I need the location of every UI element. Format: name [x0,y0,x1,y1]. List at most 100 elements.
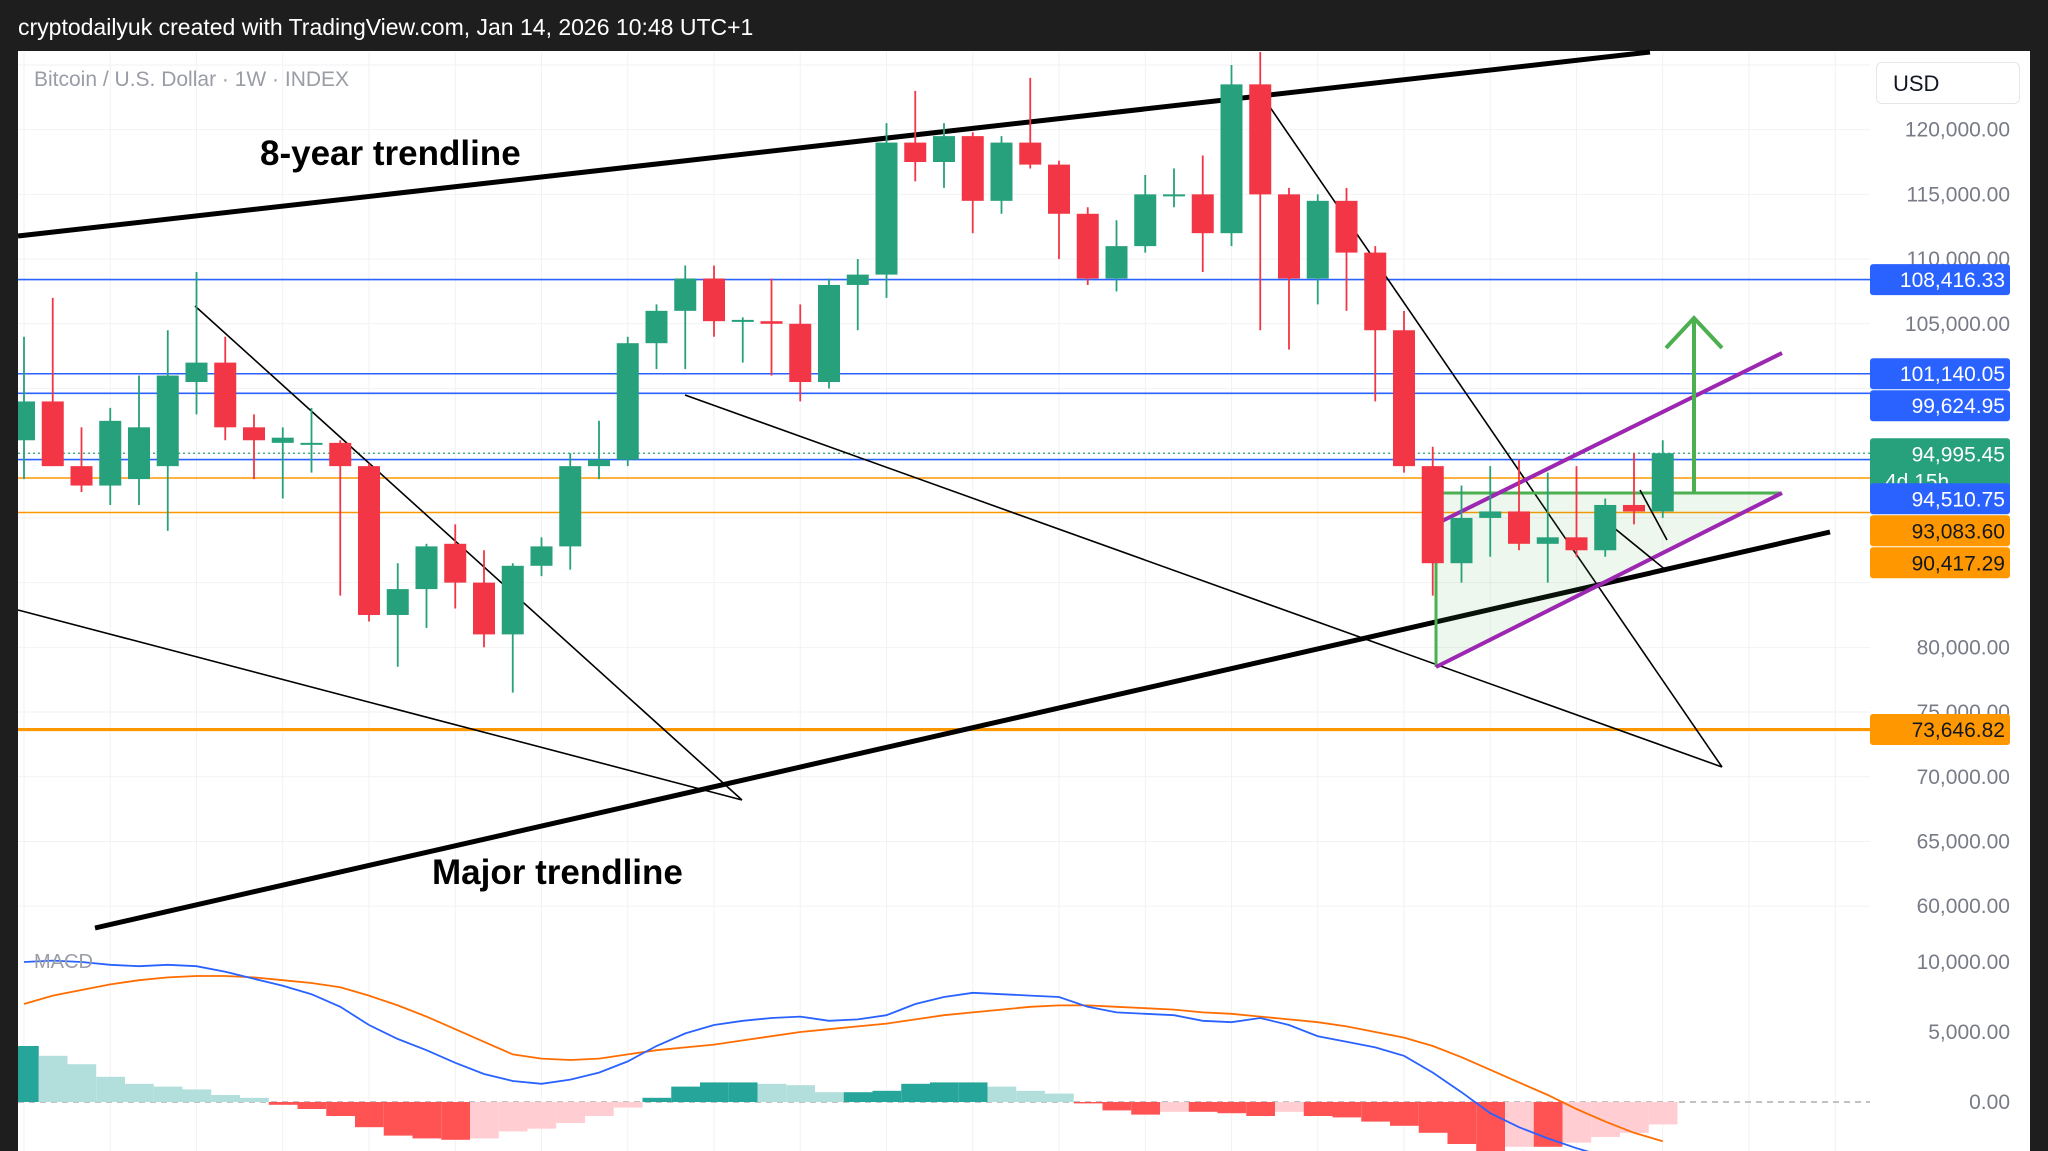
macd-histogram-bar [1533,1102,1563,1147]
macd-tick-label: 0.00 [1969,1091,2010,1114]
candle [645,304,668,370]
candle-body [616,343,639,460]
macd-histogram-bar [527,1102,557,1129]
badge-value: 101,140.05 [1900,363,2005,386]
macd-histogram-bar [1332,1102,1362,1118]
macd-histogram-bar [930,1082,959,1102]
candle [70,427,93,493]
badge-bg [1870,515,2010,547]
macd-histogram-bar [412,1102,442,1139]
macd-histogram-bar [498,1102,528,1132]
candle [41,297,64,467]
candle [185,272,208,415]
candle-body [1623,504,1645,512]
macd-histogram-bar [1476,1102,1505,1151]
macd-histogram-bar [613,1102,643,1108]
wedge-upper-line [194,305,743,801]
candle [444,524,467,609]
candle-body [1278,194,1300,279]
price-tick-label: 70,000.00 [1917,766,2010,789]
candle-body [415,546,438,590]
candle [1594,498,1617,557]
macd-histogram-bar [642,1097,672,1102]
macd-histogram-bar [470,1102,499,1139]
macd-histogram-bar [556,1102,585,1123]
macd-histogram-bar [182,1089,212,1102]
candle [818,278,840,389]
drawings [17,49,1831,931]
candle-body [1364,252,1387,331]
candle [1651,440,1674,518]
macd-histogram-bar [297,1102,327,1109]
candle-body [128,427,150,480]
candle-body [185,362,208,383]
macd-histogram-bar [1620,1102,1649,1133]
candle-body [674,278,697,311]
candle-body [1335,200,1358,253]
macd-label: MACD [34,951,93,973]
candle [990,136,1013,214]
candle [128,375,150,505]
macd-histogram-bar [987,1086,1017,1102]
price-badge: 73,646.82 [1870,714,2010,746]
macd-histogram-bar [1591,1102,1620,1137]
badge-value: 73,646.82 [1912,719,2005,742]
candle [99,407,122,505]
candle-body [1565,537,1588,551]
candle [674,265,697,370]
candle-body [760,321,783,324]
badge-bg [1870,390,2010,422]
candle-body [846,274,869,285]
badge-bg [1870,547,2010,579]
candle-body [386,589,409,615]
macd-histogram-bar [1016,1090,1045,1102]
candle [1536,472,1559,583]
macd-histogram-bar [958,1082,988,1102]
candle-body [214,362,237,428]
badge-bg [1870,438,2010,497]
candle [1335,187,1358,311]
candle-body [990,142,1013,201]
candle-body [13,401,35,441]
candle-body [1163,194,1185,197]
candle [1508,459,1530,551]
badge-value: 90,417.29 [1912,552,2005,575]
candle [703,265,725,337]
macd-histogram-bar [153,1086,183,1102]
candle-body [473,582,495,635]
candle-body [875,142,898,275]
candle [588,420,610,480]
caption-text: cryptodailyuk created with TradingView.c… [18,14,754,40]
price-tick-label: 60,000.00 [1917,895,2010,918]
candle-body [1019,142,1042,165]
macd-histogram-bar [1188,1102,1218,1112]
macd-panel: MACD [10,951,1870,1151]
candle-body [645,310,668,344]
price-tick-label: 120,000.00 [1905,119,2010,142]
candle-body [41,401,64,467]
price-tick-label: 105,000.00 [1905,313,2010,336]
signal-line [23,975,1664,1143]
candle [530,537,553,577]
price-badge: 99,624.95 [1870,390,2010,422]
macd-histogram-bar [872,1090,902,1102]
candle-body [933,136,955,163]
macd-histogram-bar [1131,1102,1160,1115]
candle [1220,64,1243,247]
candle-body [1306,200,1329,279]
candle [1163,168,1185,208]
candle-body [1421,466,1444,564]
macd-histogram-bar [240,1097,269,1102]
candle [386,563,409,667]
candle [1364,246,1387,402]
macd-histogram-bar [383,1102,413,1136]
currency-selector[interactable]: USD [1876,62,2020,104]
badge-value: 99,624.95 [1912,395,2005,418]
macd-histogram-bar [1390,1102,1419,1126]
channel-upper-line [1435,351,1783,526]
price-badge: 94,510.75 [1870,483,2010,515]
candle-body [588,459,610,467]
candle [559,453,582,570]
badge-bg [1870,714,2010,746]
